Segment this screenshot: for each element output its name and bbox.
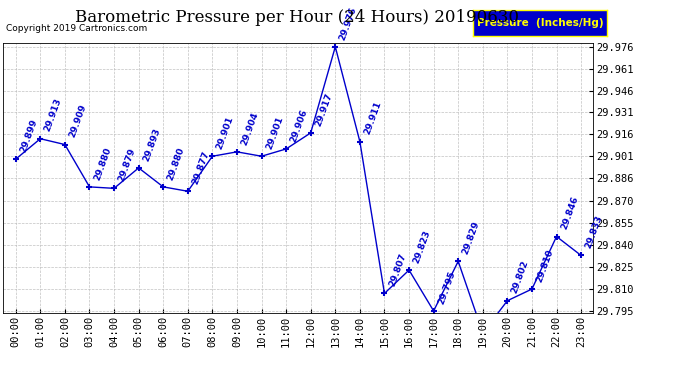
Text: 29.880: 29.880	[92, 146, 112, 182]
Text: Pressure  (Inches/Hg): Pressure (Inches/Hg)	[477, 18, 603, 28]
Text: 29.877: 29.877	[190, 150, 211, 186]
Text: Copyright 2019 Cartronics.com: Copyright 2019 Cartronics.com	[6, 24, 147, 33]
Text: 29.880: 29.880	[166, 146, 186, 182]
Text: 29.823: 29.823	[412, 229, 432, 264]
Text: 29.904: 29.904	[239, 111, 260, 146]
Text: 29.802: 29.802	[510, 260, 531, 295]
Text: 29.795: 29.795	[436, 269, 457, 305]
Text: 29.917: 29.917	[313, 92, 334, 128]
Text: 29.911: 29.911	[363, 100, 383, 136]
Text: 29.976: 29.976	[338, 5, 359, 41]
Text: 29.807: 29.807	[387, 252, 408, 288]
Text: 29.810: 29.810	[535, 248, 555, 284]
Text: 29.899: 29.899	[19, 118, 39, 154]
Text: 29.879: 29.879	[117, 147, 137, 183]
Text: 29.780: 29.780	[0, 374, 1, 375]
Text: 29.893: 29.893	[141, 126, 162, 162]
Text: 29.833: 29.833	[584, 214, 604, 250]
Text: 29.909: 29.909	[68, 103, 88, 139]
Text: 29.846: 29.846	[560, 195, 580, 231]
Text: 29.913: 29.913	[43, 98, 63, 133]
Text: 29.829: 29.829	[461, 220, 482, 256]
Text: 29.906: 29.906	[289, 108, 309, 143]
Text: 29.901: 29.901	[215, 115, 235, 151]
Text: 29.901: 29.901	[264, 115, 285, 151]
Text: Barometric Pressure per Hour (24 Hours) 20190630: Barometric Pressure per Hour (24 Hours) …	[75, 9, 519, 26]
